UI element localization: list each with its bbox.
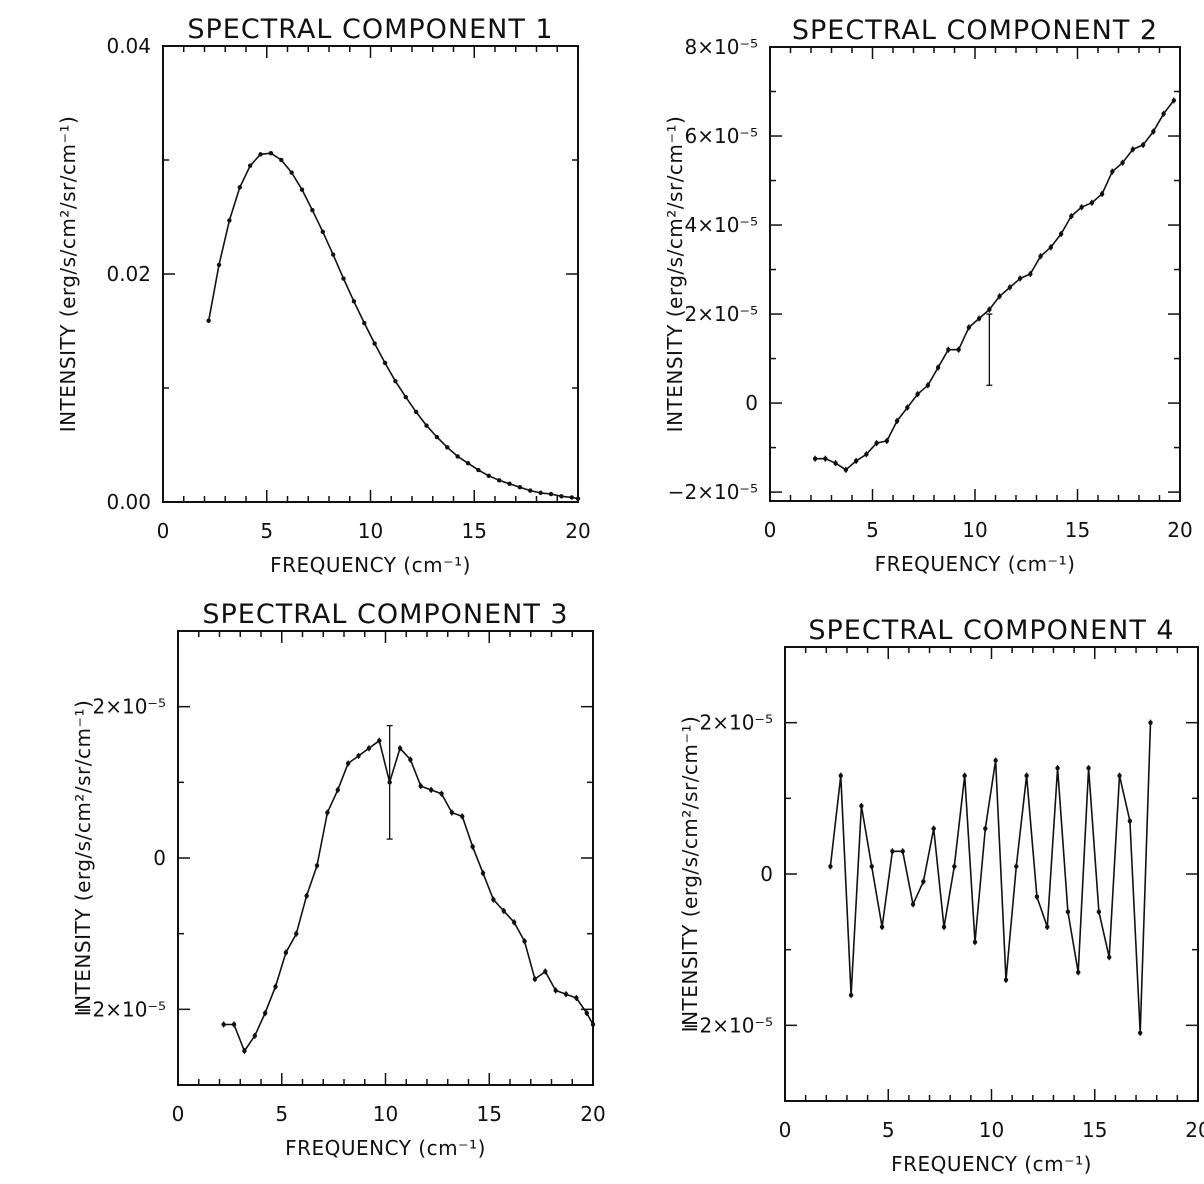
data-point xyxy=(507,481,512,486)
x-axis-label: FREQUENCY (cm⁻¹) xyxy=(285,1136,486,1160)
y-axis-label: INTENSITY (erg/s/cm²/sr/cm⁻¹) xyxy=(71,700,95,1017)
data-point xyxy=(403,394,408,400)
data-point xyxy=(227,218,232,223)
data-point xyxy=(289,170,294,175)
data-point xyxy=(330,252,336,257)
x-tick-label: 20 xyxy=(1185,1118,1204,1142)
series-line xyxy=(223,739,594,1052)
data-point xyxy=(528,488,533,493)
x-tick-label: 15 xyxy=(1082,1118,1107,1142)
plot-frame xyxy=(162,45,579,503)
series-line xyxy=(207,152,579,500)
x-tick-label: 0 xyxy=(157,519,170,543)
data-point xyxy=(465,461,471,466)
data-point xyxy=(476,467,481,473)
y-tick-label: −2×10⁻⁵ xyxy=(668,480,758,504)
x-tick-label: 10 xyxy=(358,519,383,543)
x-tick-label: 5 xyxy=(260,519,273,543)
x-tick-label: 15 xyxy=(477,1102,502,1126)
data-point xyxy=(382,360,388,366)
data-point xyxy=(393,378,398,384)
chart-panel-3: SPECTRAL COMPONENT 3 FREQUENCY (cm⁻¹) INTE… xyxy=(71,599,606,1160)
data-point xyxy=(445,445,450,450)
data-point xyxy=(575,496,581,501)
data-point xyxy=(569,495,574,500)
data-point xyxy=(310,207,315,213)
x-tick-label: 5 xyxy=(866,518,879,542)
chart-title: SPECTRAL COMPONENT 3 xyxy=(202,599,568,630)
data-point xyxy=(455,454,460,459)
series-line xyxy=(815,99,1175,471)
x-tick-label: 20 xyxy=(580,1102,605,1126)
y-axis-label: INTENSITY (erg/s/cm²/sr/cm⁻¹) xyxy=(56,116,80,433)
data-point xyxy=(237,185,242,190)
x-tick-label: 10 xyxy=(979,1118,1004,1142)
y-tick-label: 8×10⁻⁵ xyxy=(684,35,758,59)
x-tick-label: 15 xyxy=(462,519,487,543)
data-point xyxy=(496,478,502,483)
y-tick-label: 2×10⁻⁵ xyxy=(699,711,773,735)
data-point xyxy=(258,152,263,157)
data-point xyxy=(247,163,253,168)
x-tick-label: 20 xyxy=(565,519,590,543)
y-tick-label: 2×10⁻⁵ xyxy=(684,302,758,326)
data-point xyxy=(548,491,554,497)
data-point xyxy=(268,150,274,156)
plot-frame xyxy=(784,646,1199,1102)
y-tick-label: −2×10⁻⁵ xyxy=(76,997,166,1021)
data-point xyxy=(538,490,543,496)
data-point xyxy=(559,494,564,499)
x-tick-label: 5 xyxy=(275,1102,288,1126)
data-point xyxy=(372,341,377,346)
x-axis-label: FREQUENCY (cm⁻¹) xyxy=(875,552,1076,576)
chart-panel-2: SPECTRAL COMPONENT 2 FREQUENCY (cm⁻¹) INTE… xyxy=(663,15,1193,576)
y-axis-label: INTENSITY (erg/s/cm²/sr/cm⁻¹) xyxy=(663,116,687,433)
data-point xyxy=(299,187,305,192)
x-tick-label: 0 xyxy=(172,1102,185,1126)
y-tick-label: 4×10⁻⁵ xyxy=(684,213,758,237)
plot-frame xyxy=(769,46,1181,502)
data-point xyxy=(424,423,429,428)
x-axis-label: FREQUENCY (cm⁻¹) xyxy=(270,553,471,577)
x-axis-label: FREQUENCY (cm⁻¹) xyxy=(891,1152,1092,1176)
y-tick-label: 0.00 xyxy=(106,490,151,514)
chart-title: SPECTRAL COMPONENT 1 xyxy=(187,14,553,45)
chart-panel-4: SPECTRAL COMPONENT 4 FREQUENCY (cm⁻¹) INTE… xyxy=(678,615,1204,1176)
data-point xyxy=(279,157,284,163)
chart-title: SPECTRAL COMPONENT 2 xyxy=(792,15,1158,46)
x-tick-label: 10 xyxy=(373,1102,398,1126)
data-point xyxy=(413,409,419,415)
x-tick-label: 10 xyxy=(962,518,987,542)
data-point xyxy=(362,320,367,326)
data-point xyxy=(434,434,440,440)
y-tick-label: 0.04 xyxy=(106,34,151,58)
y-tick-label: −2×10⁻⁵ xyxy=(683,1013,773,1037)
x-tick-label: 20 xyxy=(1167,518,1192,542)
y-tick-label: 0 xyxy=(760,862,773,886)
series-line xyxy=(829,722,1152,1034)
data-point xyxy=(351,299,357,304)
x-tick-label: 0 xyxy=(764,518,777,542)
data-point xyxy=(206,318,211,323)
data-point xyxy=(341,276,346,281)
y-axis-label: INTENSITY (erg/s/cm²/sr/cm⁻¹) xyxy=(678,716,702,1033)
chart-panel-1: SPECTRAL COMPONENT 1 FREQUENCY (cm⁻¹) INTE… xyxy=(56,14,591,577)
data-point xyxy=(216,262,222,268)
y-tick-label: 0 xyxy=(153,846,166,870)
x-tick-label: 15 xyxy=(1065,518,1090,542)
x-tick-label: 0 xyxy=(779,1118,792,1142)
plot-frame xyxy=(177,630,594,1086)
y-tick-label: 6×10⁻⁵ xyxy=(684,124,758,148)
x-tick-label: 5 xyxy=(882,1118,895,1142)
data-point xyxy=(320,229,325,235)
data-point xyxy=(486,473,491,478)
chart-title: SPECTRAL COMPONENT 4 xyxy=(808,615,1174,646)
y-tick-label: 2×10⁻⁵ xyxy=(92,695,166,719)
y-tick-label: 0.02 xyxy=(106,262,151,286)
y-tick-label: 0 xyxy=(745,391,758,415)
data-point xyxy=(517,484,523,490)
